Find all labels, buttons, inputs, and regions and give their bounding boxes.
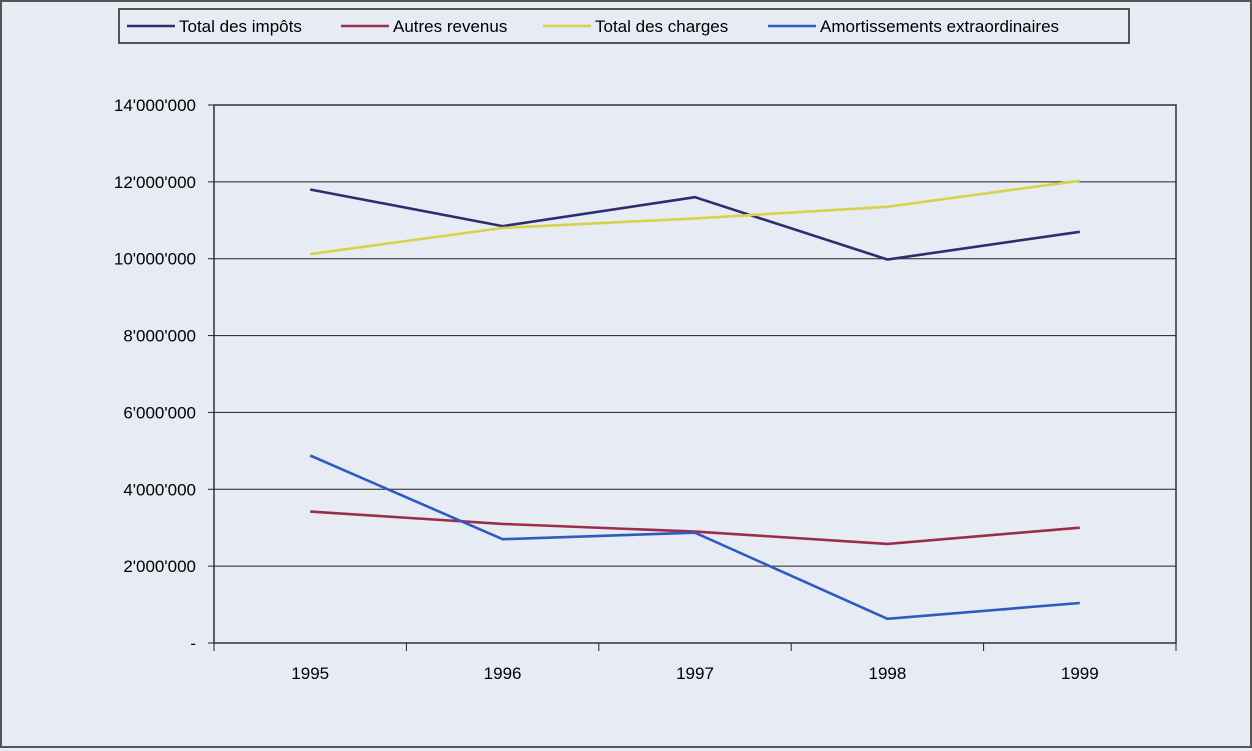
x-tick-label: 1996 [484,664,522,683]
series-line-2 [310,510,1080,546]
y-tick-label: 14'000'000 [114,96,196,115]
x-tick-label: 1995 [291,664,329,683]
x-tick-label: 1998 [868,664,906,683]
x-tick-label: 1997 [676,664,714,683]
plot-area-border [213,104,1177,644]
legend-label-1: Total des impôts [179,17,302,36]
legend-box [118,8,1130,44]
y-tick-label: 6'000'000 [123,403,196,422]
y-tick-label: 10'000'000 [114,250,196,269]
y-tick-label: 2'000'000 [123,557,196,576]
y-tick-label: 8'000'000 [123,327,196,346]
series-line-4 [309,454,1080,621]
legend-label-4: Amortissements extraordinaires [820,17,1059,36]
series-line-3 [310,179,1080,256]
y-tick-label: 12'000'000 [114,173,196,192]
legend-label-3: Total des charges [595,17,728,36]
series-line-1 [309,188,1080,261]
x-tick-label: 1999 [1061,664,1099,683]
legend-label-2: Autres revenus [393,17,507,36]
y-tick-label: - [190,634,196,653]
y-tick-label: 4'000'000 [123,480,196,499]
